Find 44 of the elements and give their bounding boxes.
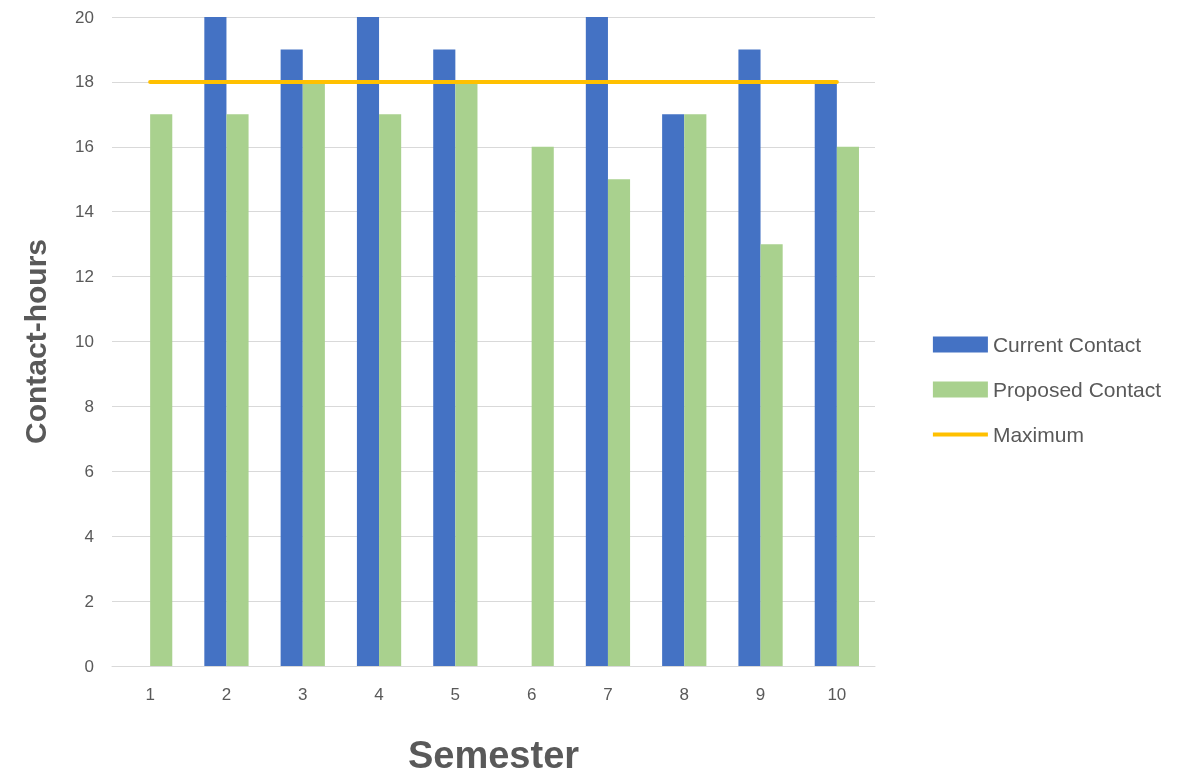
x-tick-label: 1 <box>145 685 155 704</box>
y-tick-label: 18 <box>75 72 94 92</box>
bar <box>302 81 325 666</box>
x-tick-label: 6 <box>526 685 537 704</box>
x-axis-title: Semester <box>407 734 580 776</box>
x-tick-label: 4 <box>374 685 384 704</box>
bar <box>662 114 685 666</box>
legend-label: Proposed Contact <box>992 378 1162 401</box>
y-tick-label: 4 <box>84 526 94 546</box>
legend-label: Current Contact <box>992 333 1142 356</box>
bar <box>433 49 456 666</box>
y-tick-label: 12 <box>75 267 94 287</box>
bar <box>684 114 707 666</box>
bar <box>836 146 859 666</box>
bar <box>760 244 783 666</box>
y-tick-label: 6 <box>84 461 94 481</box>
y-axis-title: Contact-hours <box>18 239 52 444</box>
bar <box>204 17 227 666</box>
y-tick-label: 16 <box>75 137 94 157</box>
legend-label: Maximum <box>992 423 1084 446</box>
bar <box>738 49 761 666</box>
x-tick-label: 10 <box>827 685 847 704</box>
bar <box>585 17 608 666</box>
y-tick-label: 8 <box>84 396 94 416</box>
bar <box>531 146 554 666</box>
x-tick-label: 2 <box>221 685 232 704</box>
x-tick-label: 8 <box>679 685 689 704</box>
bar <box>356 17 380 666</box>
y-tick-label: 10 <box>75 332 94 351</box>
x-tick-label: 7 <box>603 685 613 704</box>
y-tick-label: 14 <box>75 202 94 222</box>
x-tick-label: 9 <box>755 685 766 704</box>
bar <box>280 49 303 666</box>
bar <box>607 179 631 666</box>
y-tick-label: 0 <box>84 656 94 676</box>
bar <box>379 114 402 666</box>
bar <box>226 114 249 666</box>
bar <box>814 81 837 666</box>
bar <box>455 81 478 666</box>
bar <box>150 114 173 666</box>
x-tick-label: 5 <box>450 685 461 704</box>
y-tick-label: 2 <box>84 591 94 611</box>
x-tick-label: 3 <box>298 685 308 704</box>
y-tick-label: 20 <box>75 7 94 27</box>
